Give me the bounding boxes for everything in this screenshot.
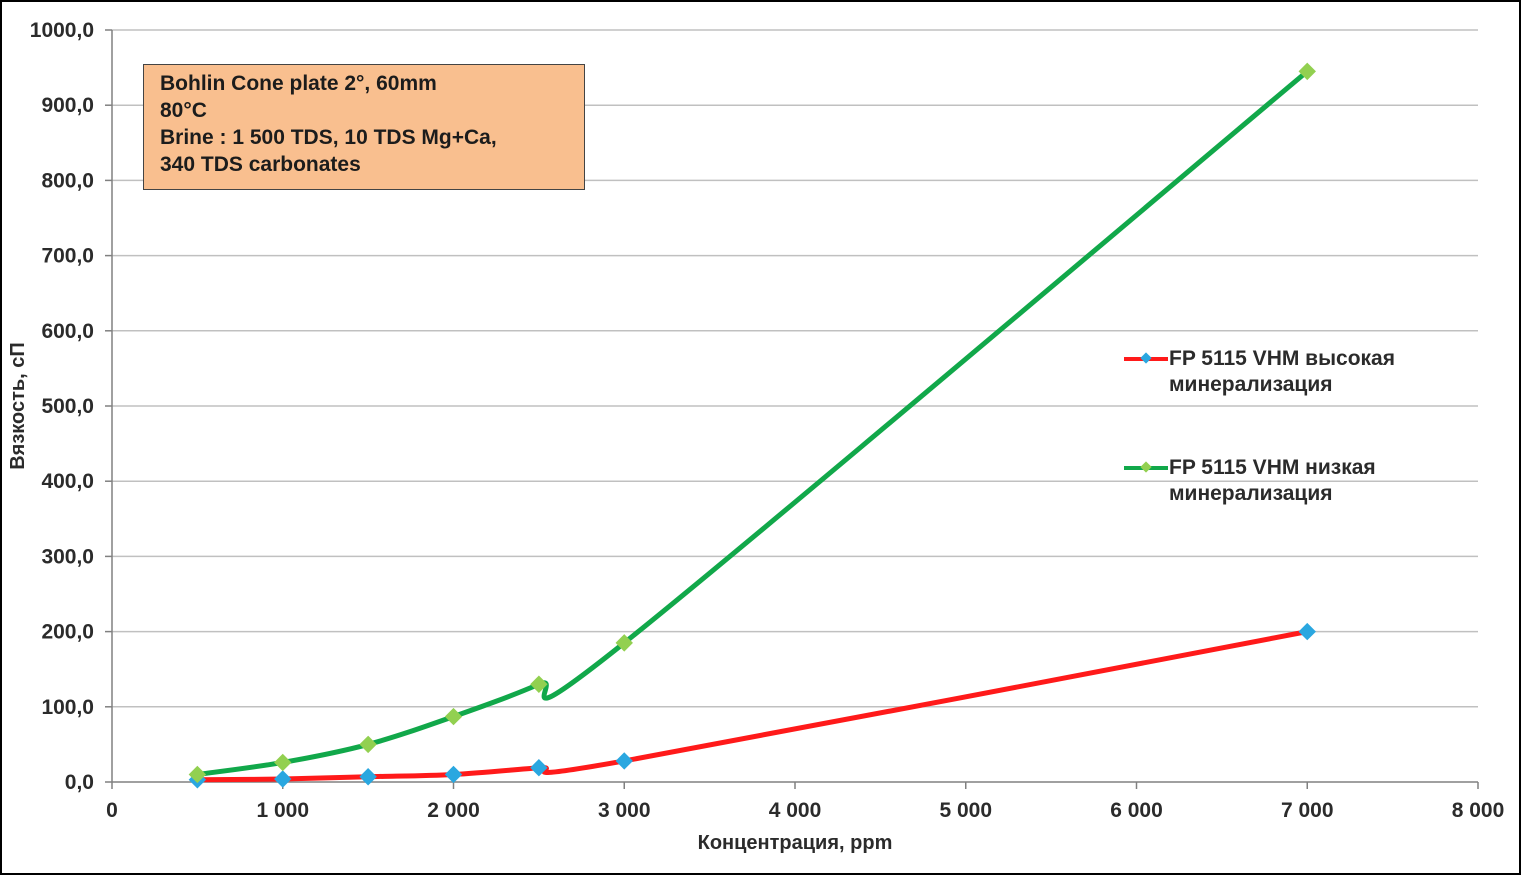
annotation-line: 340 TDS carbonates <box>160 153 361 176</box>
data-point-marker <box>1298 622 1316 641</box>
axes <box>105 29 1479 789</box>
y-tick-label: 300,0 <box>41 545 94 568</box>
annotation-line: Bohlin Cone plate 2°, 60mm <box>160 72 437 95</box>
x-tick-label: 4 000 <box>769 799 822 822</box>
annotation-box: Bohlin Cone plate 2°, 60mm 80°C Brine : … <box>143 64 585 190</box>
y-tick-label: 0,0 <box>65 771 94 794</box>
tick-labels: 0,0 100,0 200,0 300,0 400,0 500,0 600,0 700,0 80… <box>30 19 1505 822</box>
x-tick-label: 7 000 <box>1281 799 1334 822</box>
x-tick-label: 2 000 <box>427 799 480 822</box>
legend-label: FP 5115 VHM высокая минерализация <box>1169 346 1484 398</box>
x-tick-label: 5 000 <box>939 799 992 822</box>
legend-label-line: минерализация <box>1169 482 1333 505</box>
y-tick-label: 900,0 <box>41 94 94 117</box>
legend-swatch <box>1124 461 1168 473</box>
x-tick-label: 1 000 <box>256 799 309 822</box>
y-tick-label: 400,0 <box>41 470 94 493</box>
data-point-marker <box>444 707 463 726</box>
x-tick-label: 3 000 <box>598 799 651 822</box>
data-point-marker <box>188 765 207 784</box>
x-tick-label: 6 000 <box>1110 799 1163 822</box>
annotation-line: 80°C <box>160 99 207 122</box>
data-point-marker <box>274 753 292 772</box>
data-point-marker <box>530 759 548 777</box>
legend-label-line: FP 5115 VHM низкая <box>1169 456 1376 479</box>
y-tick-label: 800,0 <box>41 169 94 192</box>
data-point-marker <box>359 768 377 786</box>
y-axis-title: Вязкость, сП <box>7 342 29 470</box>
y-tick-label: 600,0 <box>41 320 94 343</box>
series-markers <box>188 62 1316 789</box>
data-point-marker <box>615 752 633 770</box>
legend-swatch-marker <box>1140 352 1152 364</box>
series-line <box>194 629 1310 783</box>
x-axis-title: Концентрация, ppm <box>698 832 893 854</box>
x-tick-label: 8 000 <box>1452 799 1505 822</box>
annotation-line: Brine : 1 500 TDS, 10 TDS Mg+Ca, <box>160 126 497 149</box>
grid-lines <box>112 29 1478 708</box>
data-point-marker <box>274 770 292 788</box>
y-tick-label: 1000,0 <box>30 19 94 42</box>
y-tick-label: 100,0 <box>41 696 94 719</box>
data-point-marker <box>444 765 463 784</box>
data-point-marker <box>1298 62 1316 81</box>
legend-label-line: FP 5115 VHM высокая <box>1169 347 1395 370</box>
legend-label: FP 5115 VHM низкая минерализация <box>1169 455 1484 507</box>
legend-swatch <box>1124 352 1168 364</box>
data-point-marker <box>615 634 633 652</box>
data-point-marker <box>359 735 377 754</box>
y-tick-label: 700,0 <box>41 245 94 268</box>
data-point-marker <box>530 675 548 693</box>
x-tick-label: 0 <box>106 799 118 822</box>
legend-swatch-marker <box>1140 461 1152 473</box>
legend-label-line: минерализация <box>1169 373 1333 396</box>
legend-entry-high-mineralization: FP 5115 VHM высокая минерализация <box>1124 346 1484 398</box>
y-tick-label: 500,0 <box>41 395 94 418</box>
y-tick-label: 200,0 <box>41 621 94 644</box>
legend-entry-low-mineralization: FP 5115 VHM низкая минерализация <box>1124 455 1484 507</box>
